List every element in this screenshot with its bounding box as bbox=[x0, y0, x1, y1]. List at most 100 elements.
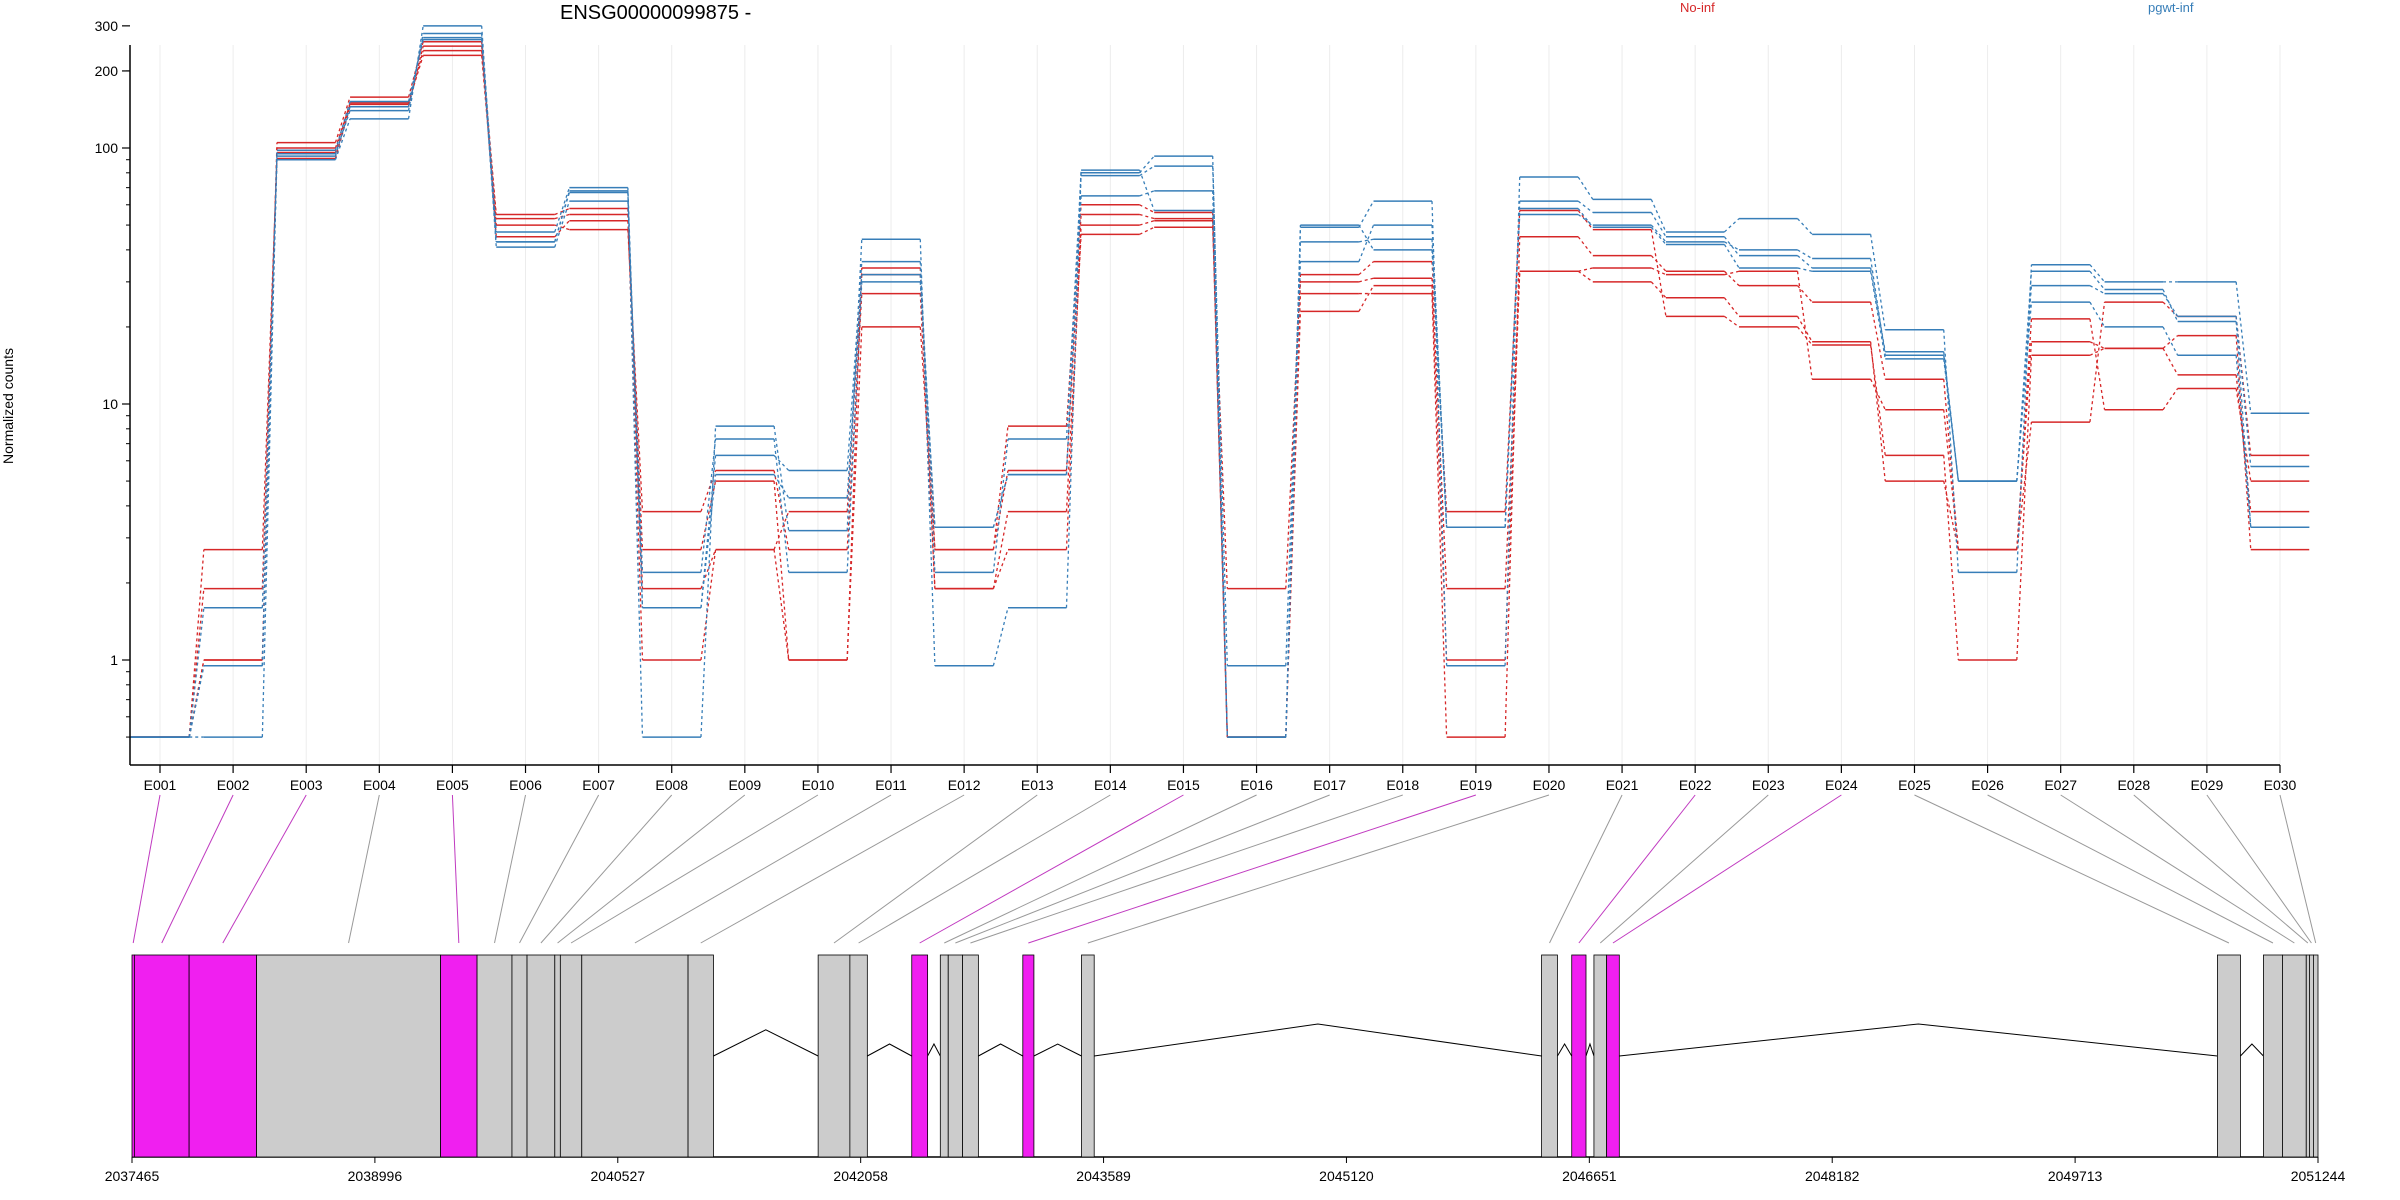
series-7-transition-17 bbox=[1431, 225, 1448, 528]
series-1-transition-23 bbox=[1869, 344, 1886, 456]
series-5-transition-0 bbox=[188, 607, 205, 738]
series-5-transition-14 bbox=[1212, 166, 1228, 666]
exon-e017 bbox=[947, 954, 963, 1158]
series-3-transition-28 bbox=[2235, 388, 2252, 482]
series-1-transition-19 bbox=[1577, 210, 1594, 230]
intron-e015-e016 bbox=[927, 1042, 941, 1057]
series-7-transition-15 bbox=[1285, 261, 1302, 738]
x-tick-label-e021: E021 bbox=[1606, 777, 1639, 793]
connector-e022 bbox=[1578, 794, 1696, 944]
connector-e001 bbox=[132, 794, 161, 944]
coord-label-1: 2038996 bbox=[348, 1168, 403, 1184]
coord-label-9: 2051244 bbox=[2291, 1168, 2346, 1184]
series-7-transition-14 bbox=[1212, 210, 1228, 738]
intron-e021-e022 bbox=[1557, 1043, 1573, 1057]
x-tick-label-e029: E029 bbox=[2191, 777, 2224, 793]
series-5-transition-1 bbox=[261, 153, 278, 608]
x-tick-label-e011: E011 bbox=[875, 777, 907, 793]
series-6-transition-5 bbox=[554, 200, 570, 248]
exon-connectors bbox=[132, 794, 2317, 944]
series-0-transition-5 bbox=[554, 207, 570, 216]
exon-e028 bbox=[2305, 954, 2310, 1158]
intron-e019-e020 bbox=[1033, 1043, 1082, 1057]
series-4-transition-16 bbox=[1358, 200, 1375, 228]
connector-e005 bbox=[451, 794, 460, 944]
series-4-transition-7 bbox=[700, 426, 717, 738]
y-tick-label-10: 10 bbox=[102, 396, 118, 412]
series-2-transition-23 bbox=[1869, 341, 1886, 482]
series-1-transition-26 bbox=[2089, 347, 2105, 356]
exon-e030 bbox=[2312, 954, 2319, 1158]
series-7-transition-9 bbox=[846, 274, 863, 498]
x-tick-label-e005: E005 bbox=[436, 777, 469, 793]
series-6-transition-2 bbox=[334, 101, 351, 151]
series-7-transition-2 bbox=[334, 106, 351, 157]
exon-e012 bbox=[687, 954, 714, 1158]
connector-e003 bbox=[222, 794, 307, 944]
connector-e017 bbox=[955, 794, 1330, 944]
exon-e005 bbox=[440, 954, 478, 1158]
series-2-transition-27 bbox=[2162, 335, 2179, 349]
series-3-transition-15 bbox=[1285, 311, 1302, 738]
series-7-transition-4 bbox=[481, 37, 497, 242]
series-1-transition-6 bbox=[627, 229, 644, 512]
legend-pgwt-inf: pgwt-inf bbox=[2148, 0, 2194, 15]
series-6-transition-9 bbox=[846, 281, 863, 573]
connector-e027 bbox=[2060, 794, 2295, 944]
exon-e019 bbox=[1022, 954, 1035, 1158]
series-1-transition-11 bbox=[992, 511, 1009, 589]
series-0-transition-22 bbox=[1797, 285, 1813, 303]
series-6-transition-8 bbox=[773, 438, 790, 573]
series-1-transition-21 bbox=[1724, 315, 1740, 328]
series-1-transition-24 bbox=[1943, 455, 1959, 661]
intron-e022-e023 bbox=[1585, 1042, 1595, 1057]
series-3-transition-2 bbox=[334, 104, 351, 149]
exon-e018 bbox=[962, 954, 979, 1158]
series-7-transition-1 bbox=[261, 156, 278, 666]
series-0-transition-10 bbox=[919, 326, 936, 550]
coord-label-2: 2040527 bbox=[591, 1168, 646, 1184]
y-tick-label-200: 200 bbox=[95, 63, 119, 79]
exon-e015 bbox=[911, 954, 929, 1158]
x-tick-label-e009: E009 bbox=[728, 777, 761, 793]
series-3-transition-22 bbox=[1796, 271, 1813, 380]
series-2-transition-5 bbox=[554, 220, 570, 238]
series-6-transition-13 bbox=[1139, 190, 1155, 197]
series-0-transition-17 bbox=[1431, 293, 1448, 738]
connector-e007 bbox=[519, 794, 600, 944]
series-2-transition-22 bbox=[1796, 316, 1813, 343]
legend-no-inf: No-inf bbox=[1680, 0, 1715, 15]
series-5-transition-20 bbox=[1650, 212, 1667, 238]
series-4-transition-3 bbox=[407, 25, 424, 119]
intron-e018-e019 bbox=[978, 1043, 1024, 1057]
series-7-transition-22 bbox=[1797, 249, 1813, 260]
x-tick-label-e030: E030 bbox=[2264, 777, 2297, 793]
x-tick-label-e015: E015 bbox=[1167, 777, 1200, 793]
series-5-transition-11 bbox=[992, 438, 1009, 573]
x-tick-label-e013: E013 bbox=[1021, 777, 1054, 793]
series-5-transition-9 bbox=[846, 261, 863, 471]
exon-e007 bbox=[511, 954, 528, 1158]
x-tick-label-e016: E016 bbox=[1240, 777, 1273, 793]
x-tick-label-e004: E004 bbox=[363, 777, 396, 793]
series-2-transition-10 bbox=[919, 274, 936, 550]
series-5-transition-27 bbox=[2162, 293, 2179, 317]
x-tick-label-e003: E003 bbox=[290, 777, 323, 793]
series-7-transition-16 bbox=[1358, 224, 1375, 262]
series-2-transition-21 bbox=[1723, 297, 1740, 317]
series-4-transition-6 bbox=[627, 190, 644, 738]
series-5-transition-15 bbox=[1285, 241, 1302, 666]
series-6-transition-7 bbox=[700, 438, 717, 573]
series-7-transition-0 bbox=[188, 665, 205, 738]
connector-e016 bbox=[944, 794, 1257, 944]
series-1-transition-0 bbox=[188, 588, 205, 738]
exon-e014 bbox=[849, 954, 868, 1158]
series-lines bbox=[130, 25, 2310, 738]
connector-e009 bbox=[557, 794, 746, 944]
connector-e018 bbox=[970, 794, 1403, 944]
exon-e029 bbox=[2309, 954, 2314, 1158]
x-tick-label-e026: E026 bbox=[1971, 777, 2004, 793]
series-7-transition-5 bbox=[554, 192, 571, 243]
connector-e002 bbox=[161, 794, 234, 944]
series-2-transition-19 bbox=[1577, 270, 1594, 283]
